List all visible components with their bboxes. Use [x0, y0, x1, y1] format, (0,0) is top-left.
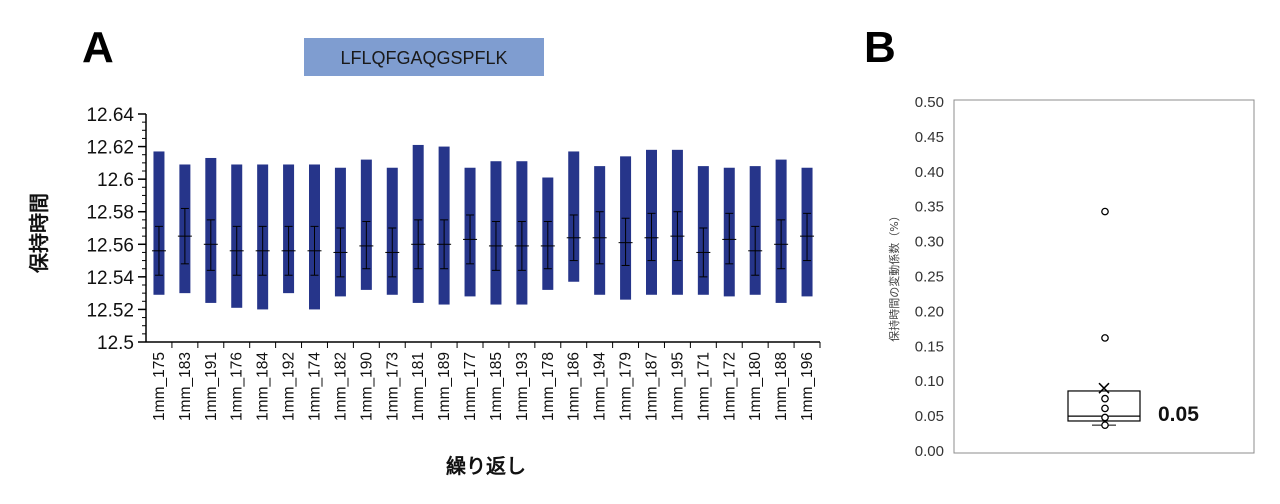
- x-tick-label: 1mm_188: [773, 352, 790, 421]
- y-tick-label: 0.10: [915, 373, 944, 390]
- y-tick-label: 0.40: [915, 164, 944, 181]
- panel-a-letter: A: [82, 23, 114, 72]
- chart-a-y-axis-title: 保持時間: [27, 193, 51, 274]
- x-tick-label: 1mm_194: [592, 352, 609, 421]
- median-value-label: 0.05: [1158, 403, 1199, 426]
- x-tick-label: 1mm_178: [540, 352, 557, 421]
- x-tick-label: 1mm_191: [203, 352, 220, 421]
- data-point: [1101, 421, 1109, 430]
- y-tick-label: 0.20: [915, 303, 944, 320]
- y-tick-label: 12.54: [86, 268, 134, 289]
- y-tick-label: 0.15: [915, 338, 944, 355]
- x-tick-label: 1mm_180: [747, 352, 764, 421]
- x-tick-label: 1mm_183: [177, 352, 194, 421]
- x-tick-label: 1mm_186: [566, 352, 583, 421]
- y-tick-label: 0.00: [915, 443, 944, 460]
- chart-a-x-axis-title: 繰り返し: [446, 454, 526, 478]
- y-tick-label: 0.45: [915, 129, 944, 146]
- y-tick-label: 0.25: [915, 269, 944, 286]
- data-point: [1101, 394, 1109, 403]
- y-tick-label: 0.50: [915, 94, 944, 111]
- mean-x-b: [1098, 382, 1110, 394]
- x-tick-label: 1mm_181: [410, 352, 427, 421]
- x-tick-label: 1mm_185: [488, 352, 505, 421]
- x-tick-label: 1mm_190: [358, 352, 375, 421]
- y-tick-label: 0.30: [915, 234, 944, 251]
- panel-b-letter: B: [864, 23, 896, 72]
- retention-time-bar-chart: 12.5 12.52 12.54 12.56 12.58 12.6 12.62 12.64 1m…: [86, 105, 821, 421]
- y-tick-label: 12.6: [97, 170, 134, 191]
- x-tick-label: 1mm_172: [721, 352, 738, 421]
- x-tick-label: 1mm_174: [307, 352, 324, 421]
- chart-b-plot-frame: [953, 99, 1255, 454]
- x-tick-label: 1mm_184: [255, 352, 272, 421]
- x-tick-label: 1mm_179: [618, 352, 635, 421]
- data-point: [1101, 334, 1109, 342]
- y-tick-label: 12.58: [86, 203, 134, 224]
- x-tick-label: 1mm_176: [229, 352, 246, 421]
- x-tick-label: 1mm_192: [281, 352, 298, 421]
- y-tick-label: 12.56: [86, 235, 134, 256]
- y-tick-label: 12.52: [86, 300, 134, 321]
- y-tick-label: 0.05: [915, 408, 944, 425]
- x-tick-label: 1mm_173: [384, 352, 401, 421]
- bar: [153, 151, 165, 295]
- cv-box-plot: 0.00 0.05 0.10 0.15 0.20 0.25 0.30 0.35 0.40 0.45…: [915, 94, 1141, 460]
- x-tick-label: 1mm_175: [151, 352, 168, 421]
- peptide-label: LFLQFGAQGSPFLK: [340, 48, 507, 68]
- y-tick-label: 12.5: [97, 333, 134, 354]
- y-tick-label: 0.35: [915, 199, 944, 216]
- data-point: [1101, 404, 1109, 413]
- x-tick-label: 1mm_189: [436, 352, 453, 421]
- y-tick-label: 12.62: [86, 138, 134, 159]
- x-tick-label: 1mm_195: [669, 352, 686, 421]
- data-point: [1101, 413, 1109, 422]
- x-tick-label: 1mm_182: [332, 352, 349, 421]
- x-tick-label: 1mm_177: [462, 352, 479, 421]
- x-tick-label: 1mm_171: [695, 352, 712, 421]
- x-tick-label: 1mm_193: [514, 352, 531, 421]
- x-tick-label: 1mm_187: [644, 352, 661, 421]
- data-point: [1101, 207, 1109, 216]
- y-tick-label: 12.64: [86, 105, 134, 126]
- x-tick-label: 1mm_196: [799, 352, 816, 421]
- peptide-label-box: [304, 38, 544, 76]
- chart-b-y-axis-title: 保持時間の変動係数（%）: [887, 210, 901, 341]
